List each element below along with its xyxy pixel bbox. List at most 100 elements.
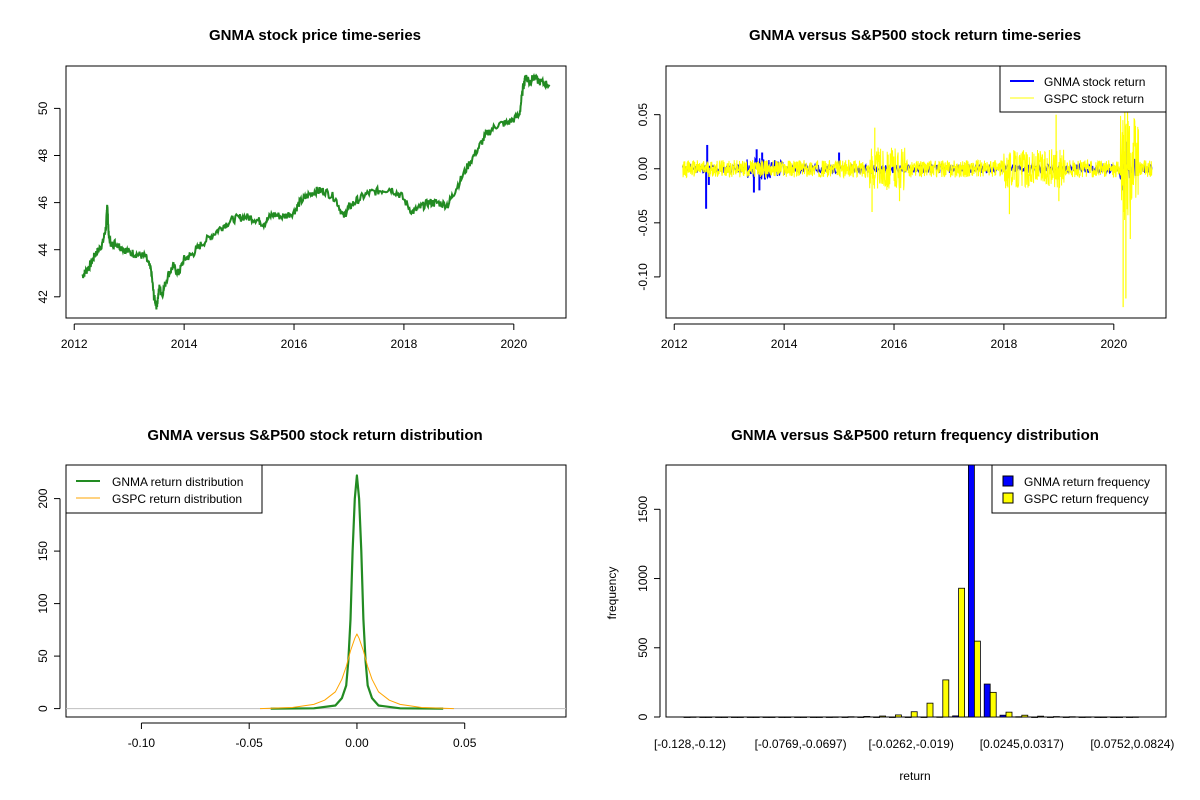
density-x-tick-label: 0.00 — [345, 736, 369, 750]
gnma-frequency-bar — [1015, 716, 1023, 718]
gnma-frequency-bar — [1094, 716, 1102, 718]
gspc-frequency-bar — [958, 587, 965, 718]
gspc-frequency-bar — [800, 716, 807, 718]
gspc-frequency-bar — [974, 640, 981, 718]
density-legend: GNMA return distribution GSPC return dis… — [65, 464, 263, 514]
frequency-x-tick-label: [-0.128,-0.12) — [654, 737, 726, 751]
frequency-legend-gspc-swatch — [1002, 492, 1014, 504]
price-x-tick-label: 2012 — [61, 337, 88, 351]
gnma-frequency-bar — [999, 714, 1007, 718]
gnma-density-line — [270, 474, 444, 710]
density-panel: GNMA versus S&P500 stock return distribu… — [36, 427, 567, 750]
density-y-tick-label: 200 — [36, 488, 50, 508]
gspc-frequency-bar — [1084, 716, 1092, 718]
price-y-tick-label: 42 — [36, 290, 50, 304]
gspc-frequency-bar — [1021, 714, 1029, 718]
returns-panel: GNMA versus S&P500 stock return time-ser… — [636, 27, 1167, 351]
gspc-frequency-bar — [768, 716, 776, 718]
frequency-y-tick-label: 1000 — [636, 565, 650, 592]
gspc-frequency-bar — [1100, 716, 1108, 718]
gnma-frequency-bar — [825, 716, 833, 718]
price-x-tick-label: 2018 — [391, 337, 418, 351]
frequency-y-tick-label: 1500 — [636, 496, 650, 523]
gnma-frequency-bar — [746, 716, 754, 718]
gspc-frequency-bar — [1005, 711, 1013, 718]
gnma-frequency-bar — [683, 716, 691, 718]
gnma-frequency-bar — [968, 464, 975, 718]
gspc-frequency-bar — [737, 716, 744, 718]
frequency-x-axis-label: return — [899, 769, 930, 783]
returns-legend-box — [999, 65, 1167, 113]
returns-x-tick-label: 2016 — [881, 337, 908, 351]
density-legend-gspc-label: GSPC return distribution — [112, 492, 242, 506]
density-chart-title: GNMA versus S&P500 stock return distribu… — [147, 427, 482, 444]
gnma-frequency-bar — [1078, 716, 1086, 718]
price-series-group — [81, 72, 551, 310]
gnma-frequency-bar — [857, 716, 865, 718]
returns-x-tick-label: 2012 — [661, 337, 688, 351]
gnma-frequency-bar — [1047, 716, 1054, 718]
density-y-tick-label: 50 — [36, 649, 50, 663]
frequency-y-tick-label: 500 — [636, 637, 650, 657]
price-y-tick-label: 48 — [36, 149, 50, 163]
price-y-tick-label: 44 — [36, 243, 50, 257]
gspc-return-line — [682, 115, 1153, 221]
density-x-tick-label: -0.05 — [236, 736, 264, 750]
gspc-frequency-bar — [752, 716, 760, 718]
returns-x-tick-label: 2020 — [1100, 337, 1127, 351]
returns-y-tick-label: -0.05 — [636, 209, 650, 237]
frequency-legend-gnma-swatch — [1002, 475, 1014, 487]
returns-y-tick-label: 0.00 — [636, 157, 650, 181]
price-x-tick-label: 2014 — [171, 337, 198, 351]
gnma-frequency-bar — [1110, 716, 1117, 718]
frequency-panel: GNMA versus S&P500 return frequency dist… — [605, 427, 1174, 783]
density-x-axis: -0.10 -0.05 0.00 0.05 — [128, 722, 477, 750]
frequency-y-axis-label: frequency — [605, 567, 619, 620]
price-panel: GNMA stock price time-series 2012 2014 201… — [36, 27, 567, 351]
price-x-axis: 2012 2014 2016 2018 2020 — [61, 323, 527, 351]
returns-legend-gspc-label: GSPC stock return — [1044, 92, 1144, 106]
gspc-frequency-bar — [1037, 715, 1044, 718]
density-y-tick-label: 150 — [36, 541, 50, 561]
gnma-frequency-bar — [889, 716, 896, 718]
gnma-frequency-bar — [936, 716, 944, 718]
density-legend-box — [65, 464, 263, 514]
price-chart-title: GNMA stock price time-series — [209, 27, 421, 44]
price-y-axis: 42 44 46 48 50 — [36, 101, 61, 304]
gnma-frequency-bar — [952, 715, 959, 718]
gspc-frequency-bar — [1132, 716, 1139, 718]
gnma-frequency-bar — [731, 716, 738, 718]
density-y-tick-label: 100 — [36, 593, 50, 613]
density-x-tick-label: -0.10 — [128, 736, 156, 750]
gnma-frequency-bar — [841, 716, 849, 718]
gnma-frequency-bar — [1031, 716, 1038, 718]
returns-y-axis: -0.10 -0.05 0.00 0.05 — [636, 103, 661, 291]
gspc-frequency-bar — [879, 715, 886, 718]
gspc-frequency-bar — [942, 679, 950, 718]
gnma-frequency-bar — [904, 716, 912, 718]
frequency-legend-gnma-label: GNMA return frequency — [1024, 475, 1150, 489]
frequency-legend: GNMA return frequency GSPC return freque… — [991, 464, 1167, 514]
returns-chart-title: GNMA versus S&P500 stock return time-ser… — [749, 27, 1081, 44]
gnma-frequency-bar — [778, 716, 786, 718]
returns-series-group — [681, 71, 1153, 308]
gnma-frequency-bar — [1062, 716, 1070, 718]
price-x-tick-label: 2016 — [281, 337, 308, 351]
gspc-frequency-bar — [1116, 716, 1123, 718]
frequency-legend-gspc-label: GSPC return frequency — [1024, 492, 1149, 506]
gspc-frequency-bar — [1053, 716, 1060, 718]
density-y-tick-label: 0 — [36, 705, 50, 712]
frequency-y-axis: 0 500 1000 1500 — [636, 496, 661, 720]
gnma-frequency-bar — [715, 716, 722, 718]
price-y-tick-label: 50 — [36, 101, 50, 115]
gspc-frequency-bar — [721, 716, 728, 718]
gspc-frequency-bar — [689, 716, 697, 718]
gspc-frequency-bar — [705, 716, 713, 718]
gspc-frequency-bar — [863, 716, 871, 718]
frequency-x-axis: [-0.128,-0.12) [-0.0769,-0.0697) [-0.0262,… — [654, 737, 1174, 751]
frequency-x-tick-label: [0.0245,0.0317) — [980, 737, 1064, 751]
frequency-y-tick-label: 0 — [636, 713, 650, 720]
density-x-tick-label: 0.05 — [453, 736, 477, 750]
gspc-frequency-bar — [1068, 716, 1076, 718]
